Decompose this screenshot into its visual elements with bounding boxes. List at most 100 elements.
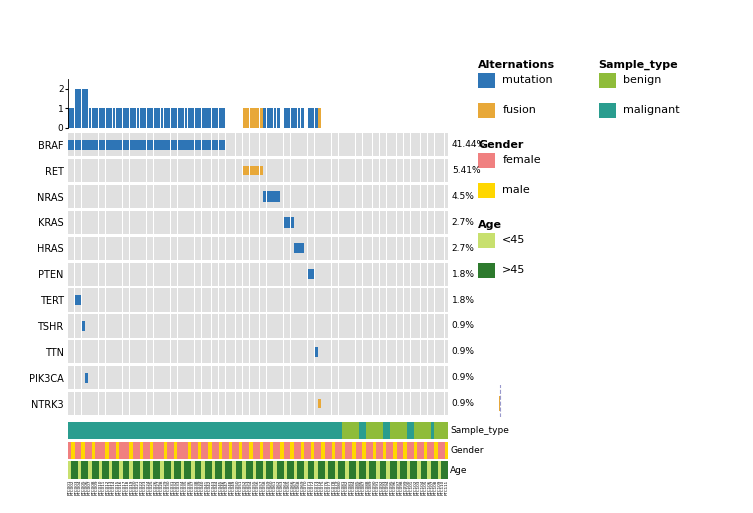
Bar (187, 133, 191, 156)
Bar (78, 442, 81, 459)
Bar (287, 263, 290, 286)
Bar (434, 314, 437, 338)
Bar (301, 108, 304, 128)
Bar (75, 133, 78, 156)
Bar (404, 461, 407, 479)
Bar (164, 133, 167, 156)
Bar (96, 140, 99, 150)
Bar (187, 422, 191, 439)
Bar (308, 133, 311, 156)
Bar (404, 314, 407, 338)
Bar (401, 392, 404, 415)
Bar (315, 263, 318, 286)
Bar (335, 392, 338, 415)
Bar (242, 340, 245, 364)
Bar (218, 442, 222, 459)
Bar (78, 288, 81, 312)
Bar (68, 185, 71, 208)
Bar (445, 340, 448, 364)
Bar (215, 236, 218, 260)
Bar (424, 461, 428, 479)
Bar (256, 133, 260, 156)
Bar (205, 340, 208, 364)
Bar (85, 442, 88, 459)
Bar (284, 185, 287, 208)
Bar (270, 288, 273, 312)
Bar (226, 133, 229, 156)
Bar (291, 461, 294, 479)
Bar (212, 133, 215, 156)
Bar (195, 133, 198, 156)
Bar (346, 422, 349, 439)
Bar (328, 392, 331, 415)
Bar (242, 461, 246, 479)
Bar (75, 442, 78, 459)
Bar (280, 442, 284, 459)
Bar (397, 211, 400, 234)
Bar (150, 392, 154, 415)
Bar (187, 159, 191, 182)
Bar (445, 185, 448, 208)
Bar (78, 211, 81, 234)
Bar (359, 159, 362, 182)
Bar (218, 185, 222, 208)
Bar (191, 392, 194, 415)
Bar (315, 392, 318, 415)
Bar (88, 442, 92, 459)
Bar (187, 314, 191, 338)
Bar (181, 288, 184, 312)
Bar (397, 288, 400, 312)
Bar (373, 263, 376, 286)
Bar (328, 159, 331, 182)
Bar (133, 340, 136, 364)
Bar (233, 392, 236, 415)
Bar (401, 263, 404, 286)
Text: 0.9%: 0.9% (452, 347, 475, 357)
Bar (236, 263, 239, 286)
Bar (339, 392, 342, 415)
Bar (242, 442, 246, 459)
Bar (253, 442, 256, 459)
Bar (136, 288, 139, 312)
Bar (393, 263, 397, 286)
Bar (130, 340, 133, 364)
Bar (291, 392, 294, 415)
Bar (294, 392, 297, 415)
Bar (105, 340, 108, 364)
Bar (92, 340, 95, 364)
Bar (136, 108, 139, 128)
Bar (264, 185, 267, 208)
Bar (264, 133, 267, 156)
Bar (264, 236, 267, 260)
Bar (198, 185, 201, 208)
Bar (308, 314, 311, 338)
Bar (202, 159, 205, 182)
Bar (301, 211, 304, 234)
Bar (304, 442, 307, 459)
Bar (232, 422, 236, 439)
Bar (143, 288, 146, 312)
Bar (311, 159, 314, 182)
Bar (89, 340, 92, 364)
Bar (352, 366, 355, 389)
Bar (187, 461, 191, 479)
Bar (246, 211, 249, 234)
Bar (187, 185, 191, 208)
Bar (154, 108, 157, 128)
Bar (287, 288, 290, 312)
Bar (102, 442, 105, 459)
Bar (119, 422, 123, 439)
Bar (428, 422, 431, 439)
Bar (143, 140, 146, 150)
Bar (99, 133, 102, 156)
Bar (277, 422, 280, 439)
Bar (160, 314, 163, 338)
Bar (445, 392, 448, 415)
Bar (352, 263, 355, 286)
Bar (109, 185, 112, 208)
Bar (294, 340, 297, 364)
Bar (332, 159, 335, 182)
Bar (277, 133, 280, 156)
Bar (95, 422, 99, 439)
Bar (105, 133, 108, 156)
